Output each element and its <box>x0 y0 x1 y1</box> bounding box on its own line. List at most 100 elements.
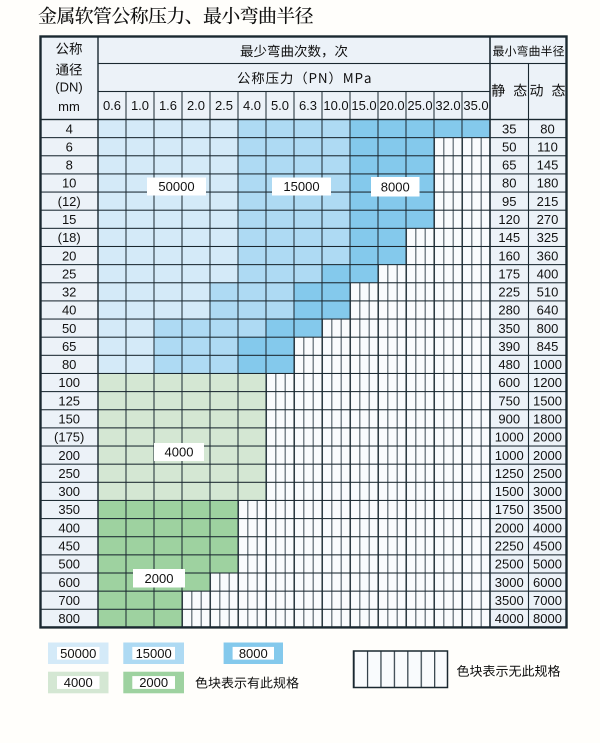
svg-text:35: 35 <box>502 121 516 136</box>
svg-text:3000: 3000 <box>533 484 562 499</box>
svg-text:4: 4 <box>66 121 73 136</box>
svg-text:32.0: 32.0 <box>435 98 460 113</box>
svg-text:2000: 2000 <box>533 430 562 445</box>
svg-text:4000: 4000 <box>165 445 194 460</box>
svg-text:50000: 50000 <box>60 646 96 661</box>
svg-text:120: 120 <box>498 212 520 227</box>
svg-text:800: 800 <box>58 611 80 626</box>
svg-text:8: 8 <box>66 158 73 173</box>
svg-text:65: 65 <box>502 158 516 173</box>
svg-text:2.0: 2.0 <box>187 98 205 113</box>
svg-text:40: 40 <box>62 303 76 318</box>
svg-text:325: 325 <box>537 230 559 245</box>
svg-text:10.0: 10.0 <box>323 98 348 113</box>
svg-text:280: 280 <box>498 303 520 318</box>
svg-text:15: 15 <box>62 212 76 227</box>
svg-text:4000: 4000 <box>533 520 562 535</box>
svg-text:510: 510 <box>537 285 559 300</box>
svg-text:400: 400 <box>537 266 559 281</box>
svg-text:5.0: 5.0 <box>271 98 289 113</box>
svg-text:8000: 8000 <box>239 646 268 661</box>
svg-text:270: 270 <box>537 212 559 227</box>
svg-text:125: 125 <box>58 393 80 408</box>
svg-text:7000: 7000 <box>533 593 562 608</box>
svg-text:145: 145 <box>537 158 559 173</box>
svg-text:1500: 1500 <box>533 393 562 408</box>
svg-text:80: 80 <box>540 121 554 136</box>
svg-text:1800: 1800 <box>533 412 562 427</box>
svg-text:6: 6 <box>66 139 73 154</box>
svg-text:250: 250 <box>58 466 80 481</box>
svg-text:1000: 1000 <box>495 448 524 463</box>
svg-text:6000: 6000 <box>533 575 562 590</box>
svg-text:600: 600 <box>498 375 520 390</box>
svg-text:4500: 4500 <box>533 538 562 553</box>
svg-text:4000: 4000 <box>495 611 524 626</box>
svg-text:50000: 50000 <box>158 179 194 194</box>
svg-text:(175): (175) <box>54 430 84 445</box>
svg-text:2500: 2500 <box>533 466 562 481</box>
svg-text:8000: 8000 <box>533 611 562 626</box>
svg-text:390: 390 <box>498 339 520 354</box>
svg-text:5000: 5000 <box>533 557 562 572</box>
svg-text:2250: 2250 <box>495 538 524 553</box>
svg-text:110: 110 <box>537 139 558 154</box>
svg-text:25: 25 <box>62 266 76 281</box>
svg-text:2000: 2000 <box>145 571 174 586</box>
svg-text:1.6: 1.6 <box>159 98 177 113</box>
svg-text:20.0: 20.0 <box>379 98 404 113</box>
svg-text:2000: 2000 <box>533 448 562 463</box>
svg-text:845: 845 <box>537 339 559 354</box>
svg-text:750: 750 <box>498 393 520 408</box>
svg-text:50: 50 <box>62 321 76 336</box>
svg-text:2500: 2500 <box>495 557 524 572</box>
svg-text:3500: 3500 <box>495 593 524 608</box>
svg-text:1.0: 1.0 <box>131 98 149 113</box>
svg-text:1000: 1000 <box>533 357 562 372</box>
svg-text:175: 175 <box>498 266 520 281</box>
svg-text:215: 215 <box>537 194 559 209</box>
svg-text:6.3: 6.3 <box>299 98 317 113</box>
svg-text:(12): (12) <box>58 194 81 209</box>
svg-text:10: 10 <box>62 176 76 191</box>
svg-text:95: 95 <box>502 194 516 209</box>
svg-text:500: 500 <box>58 557 80 572</box>
svg-text:150: 150 <box>58 412 80 427</box>
svg-text:0.6: 0.6 <box>103 98 121 113</box>
svg-text:700: 700 <box>58 593 80 608</box>
svg-text:1250: 1250 <box>495 466 524 481</box>
svg-text:50: 50 <box>502 139 516 154</box>
svg-text:100: 100 <box>58 375 80 390</box>
svg-text:400: 400 <box>58 520 80 535</box>
svg-text:1200: 1200 <box>533 375 562 390</box>
svg-text:1750: 1750 <box>495 502 524 517</box>
svg-text:15000: 15000 <box>283 179 319 194</box>
svg-text:640: 640 <box>537 303 559 318</box>
svg-text:80: 80 <box>502 176 516 191</box>
svg-text:25.0: 25.0 <box>407 98 432 113</box>
svg-text:8000: 8000 <box>381 179 410 194</box>
svg-text:600: 600 <box>58 575 80 590</box>
svg-text:900: 900 <box>498 412 520 427</box>
svg-text:350: 350 <box>498 321 520 336</box>
svg-text:2.5: 2.5 <box>215 98 233 113</box>
svg-text:450: 450 <box>58 538 80 553</box>
svg-text:1000: 1000 <box>495 430 524 445</box>
svg-text:2000: 2000 <box>139 675 168 690</box>
svg-text:32: 32 <box>62 285 76 300</box>
svg-text:35.0: 35.0 <box>463 98 488 113</box>
svg-text:350: 350 <box>58 502 80 517</box>
svg-text:300: 300 <box>58 484 80 499</box>
svg-text:360: 360 <box>537 248 559 263</box>
svg-text:3500: 3500 <box>533 502 562 517</box>
svg-text:(DN): (DN) <box>55 80 82 95</box>
svg-text:mm: mm <box>58 99 80 114</box>
svg-text:160: 160 <box>498 248 520 263</box>
svg-text:(18): (18) <box>58 230 81 245</box>
svg-text:80: 80 <box>62 357 76 372</box>
svg-text:800: 800 <box>537 321 559 336</box>
svg-text:4.0: 4.0 <box>243 98 261 113</box>
svg-text:4000: 4000 <box>64 675 93 690</box>
svg-text:225: 225 <box>498 285 520 300</box>
svg-text:3000: 3000 <box>495 575 524 590</box>
